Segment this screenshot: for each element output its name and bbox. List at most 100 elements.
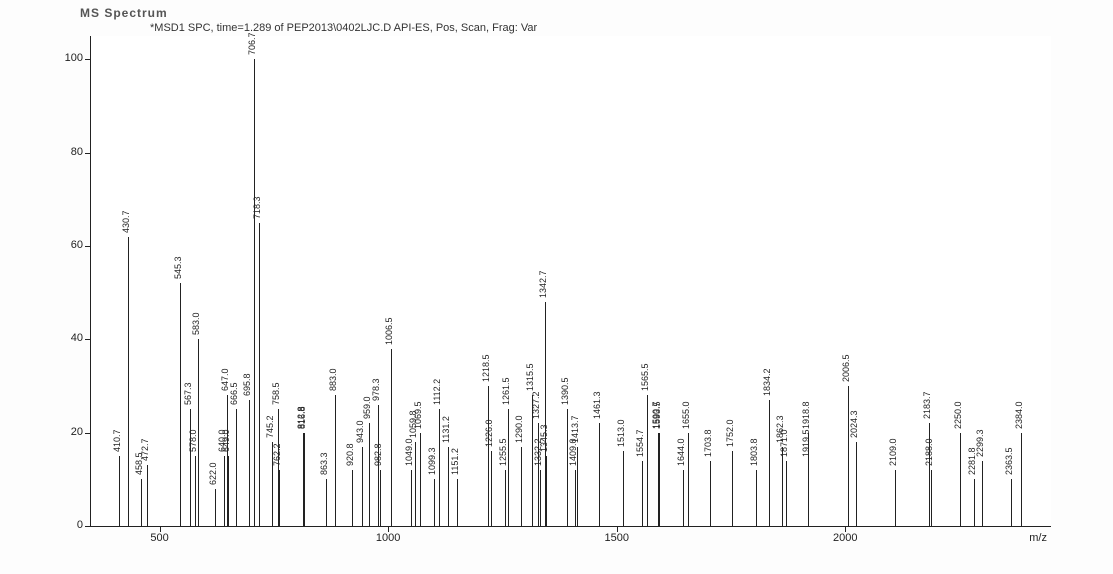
peak-label: 410.7 bbox=[112, 429, 122, 452]
peak-label: 1461.3 bbox=[592, 392, 602, 420]
peak-label: 567.3 bbox=[183, 383, 193, 406]
peak-label: 1069.5 bbox=[413, 401, 423, 429]
spectrum-peak bbox=[688, 433, 689, 526]
peak-label: 883.0 bbox=[328, 369, 338, 392]
peak-label: 1342.7 bbox=[538, 270, 548, 298]
peak-label: 1226.0 bbox=[484, 420, 494, 448]
spectrum-peak bbox=[228, 456, 229, 526]
peak-label: 622.0 bbox=[208, 462, 218, 485]
peak-label: 1703.8 bbox=[703, 429, 713, 457]
spectrum-peak bbox=[659, 433, 660, 526]
spectrum-peak bbox=[848, 386, 849, 526]
y-tick-mark bbox=[85, 153, 91, 154]
peak-label: 745.2 bbox=[265, 415, 275, 438]
peak-label: 472.7 bbox=[140, 439, 150, 462]
y-tick-mark bbox=[85, 59, 91, 60]
spectrum-peak bbox=[895, 470, 896, 526]
spectrum-peak bbox=[147, 465, 148, 526]
peak-label: 1006.5 bbox=[384, 317, 394, 345]
spectrum-peak bbox=[215, 489, 216, 526]
peak-label: 2250.0 bbox=[953, 401, 963, 429]
spectrum-peak bbox=[249, 400, 250, 526]
y-tick-label: 40 bbox=[51, 332, 83, 344]
spectrum-peak bbox=[683, 470, 684, 526]
spectrum-peak bbox=[982, 461, 983, 526]
x-axis-label: m/z bbox=[1029, 532, 1047, 544]
y-tick-label: 60 bbox=[51, 239, 83, 251]
peak-label: 1871.0 bbox=[779, 429, 789, 457]
y-tick-label: 100 bbox=[51, 52, 83, 64]
spectrum-peak bbox=[190, 409, 191, 526]
spectrum-peak bbox=[224, 456, 225, 526]
spectrum-peak bbox=[540, 470, 541, 526]
spectrum-peak bbox=[756, 470, 757, 526]
x-tick-label: 1500 bbox=[604, 532, 628, 544]
peak-label: 1644.0 bbox=[676, 438, 686, 466]
peak-label: 2109.0 bbox=[888, 438, 898, 466]
peak-label: 1390.5 bbox=[560, 378, 570, 406]
peak-label: 1255.5 bbox=[498, 438, 508, 466]
peak-label: 1919.5 bbox=[801, 429, 811, 457]
peak-label: 583.0 bbox=[191, 313, 201, 336]
peak-label: 666.5 bbox=[229, 383, 239, 406]
peak-label: 2299.3 bbox=[975, 429, 985, 457]
peak-label: 2363.5 bbox=[1004, 448, 1014, 476]
spectrum-peak bbox=[960, 433, 961, 526]
spectrum-peak bbox=[567, 409, 568, 526]
spectrum-peak bbox=[623, 451, 624, 526]
peak-label: 1413.7 bbox=[570, 415, 580, 443]
spectrum-peak bbox=[505, 470, 506, 526]
spectrum-peak bbox=[420, 433, 421, 526]
peak-label: 1655.0 bbox=[681, 401, 691, 429]
peak-label: 2183.7 bbox=[922, 392, 932, 420]
peak-label: 982.8 bbox=[373, 443, 383, 466]
spectrum-peak bbox=[1021, 433, 1022, 526]
spectrum-peak bbox=[141, 479, 142, 526]
y-tick-label: 0 bbox=[51, 519, 83, 531]
spectrum-peak bbox=[1011, 479, 1012, 526]
y-tick-mark bbox=[85, 339, 91, 340]
peak-label: 718.3 bbox=[252, 196, 262, 219]
chart-caption: *MSD1 SPC, time=1.289 of PEP2013\0402LJC… bbox=[150, 22, 537, 34]
spectrum-peak bbox=[411, 470, 412, 526]
spectrum-peak bbox=[457, 479, 458, 526]
peak-label: 920.8 bbox=[345, 443, 355, 466]
peak-label: 2188.0 bbox=[924, 438, 934, 466]
spectrum-peak bbox=[599, 423, 600, 526]
y-tick-mark bbox=[85, 526, 91, 527]
spectrum-peak bbox=[488, 386, 489, 526]
spectrum-peak bbox=[647, 395, 648, 526]
peak-label: 1593.5 bbox=[652, 401, 662, 429]
peak-label: 430.7 bbox=[121, 210, 131, 233]
spectrum-peak bbox=[335, 395, 336, 526]
peak-label: 1049.0 bbox=[404, 438, 414, 466]
spectrum-tag: MS Spectrum bbox=[80, 6, 168, 20]
spectrum-peak bbox=[448, 447, 449, 526]
peak-label: 1112.2 bbox=[432, 379, 442, 405]
peak-label: 649.0 bbox=[221, 429, 231, 452]
peak-label: 1803.8 bbox=[749, 438, 759, 466]
spectrum-peak bbox=[546, 456, 547, 526]
spectrum-peak bbox=[415, 442, 416, 526]
spectrum-peak bbox=[180, 283, 181, 526]
spectrum-peak bbox=[856, 442, 857, 526]
spectrum-peak bbox=[732, 451, 733, 526]
spectrum-peak bbox=[974, 479, 975, 526]
spectrum-peak bbox=[369, 423, 370, 526]
peak-label: 758.5 bbox=[271, 383, 281, 406]
spectrum-peak bbox=[575, 470, 576, 526]
peak-label: 978.3 bbox=[371, 378, 381, 401]
peak-label: 1834.2 bbox=[762, 368, 772, 396]
peak-label: 695.8 bbox=[242, 373, 252, 396]
peak-label: 2384.0 bbox=[1014, 401, 1024, 429]
x-tick-label: 1000 bbox=[376, 532, 400, 544]
spectrum-peak bbox=[304, 433, 305, 526]
spectrum-peak bbox=[808, 461, 809, 526]
peak-label: 1290.0 bbox=[514, 415, 524, 443]
peak-label: 762.2 bbox=[272, 443, 282, 466]
peak-label: 1345.3 bbox=[539, 424, 549, 452]
peak-label: 1513.0 bbox=[616, 420, 626, 448]
spectrum-peak bbox=[521, 447, 522, 526]
y-tick-mark bbox=[85, 246, 91, 247]
spectrum-peak bbox=[434, 479, 435, 526]
